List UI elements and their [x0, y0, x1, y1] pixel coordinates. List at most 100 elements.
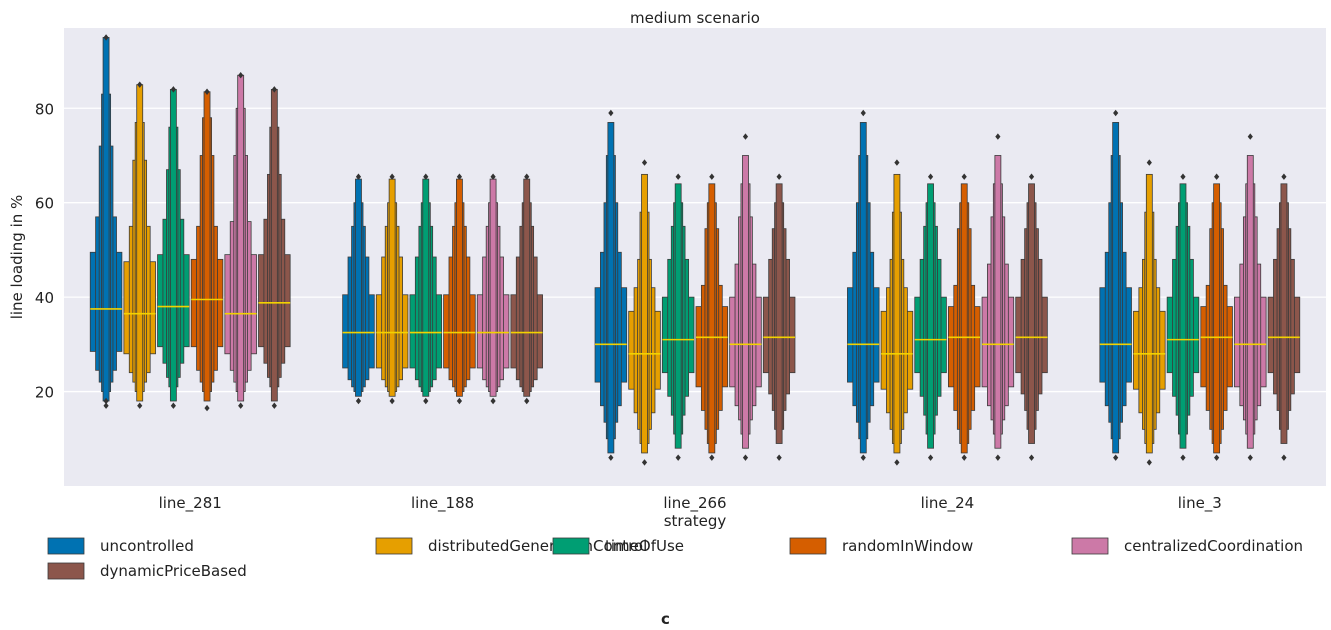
- box-level: [1028, 183, 1035, 444]
- legend-item: timeOfUse: [552, 537, 684, 555]
- outlier-point: [927, 454, 934, 461]
- outlier-point: [524, 397, 530, 405]
- outlier-point: [1281, 173, 1287, 180]
- legend-label: centralizedCoordination: [1124, 537, 1303, 555]
- x-axis-label: strategy: [664, 512, 727, 530]
- box-level: [674, 183, 682, 449]
- outlier-point: [1214, 454, 1220, 461]
- legend-item: dynamicPriceBased: [47, 562, 247, 580]
- outlier-point: [389, 173, 395, 180]
- legend-swatch: [1071, 537, 1109, 555]
- outlier-point: [389, 397, 395, 405]
- box-group: [762, 173, 796, 461]
- outlier-point: [1180, 454, 1186, 461]
- outlier-point: [742, 133, 749, 140]
- chart-title: medium scenario: [630, 9, 760, 27]
- x-tick-label: line_3: [1178, 494, 1222, 513]
- legend-label: distributedGenerationControl: [428, 537, 647, 555]
- box-level: [422, 178, 430, 397]
- legend-item: uncontrolled: [47, 537, 194, 555]
- y-axis-label: line loading in %: [8, 195, 26, 320]
- outlier-point: [1180, 173, 1186, 180]
- legend-swatch: [789, 537, 827, 555]
- box-group: [1234, 133, 1267, 461]
- outlier-point: [423, 173, 429, 180]
- box-group: [89, 34, 123, 409]
- legend-label: uncontrolled: [100, 537, 194, 555]
- box-level: [136, 84, 144, 402]
- outlier-point: [137, 81, 143, 88]
- box-level: [489, 178, 497, 397]
- outlier-point: [456, 397, 463, 405]
- box-group: [224, 72, 257, 409]
- outlier-point: [204, 404, 210, 412]
- legend-swatch: [47, 537, 85, 555]
- box-level: [775, 183, 783, 444]
- outlier-point: [709, 454, 715, 461]
- outlier-point: [894, 159, 900, 166]
- outlier-point: [271, 402, 277, 409]
- y-tick-labels: 20 40 60 80: [35, 100, 54, 401]
- outlier-point: [641, 459, 648, 466]
- outlier-point: [995, 133, 1001, 140]
- outlier-point: [137, 402, 143, 409]
- legend-label: randomInWindow: [842, 537, 973, 555]
- box-level: [960, 183, 968, 454]
- box-group: [342, 173, 375, 405]
- outlier-point: [271, 86, 277, 93]
- outlier-point: [961, 173, 967, 180]
- box-level: [708, 183, 716, 454]
- legend-item: centralizedCoordination: [1071, 537, 1303, 555]
- x-tick-label: line_266: [663, 494, 726, 513]
- legend-label: dynamicPriceBased: [100, 562, 247, 580]
- box-group: [1166, 173, 1200, 461]
- legend-swatch: [375, 537, 413, 555]
- outlier-point: [1113, 454, 1119, 461]
- y-tick-label: 20: [35, 384, 54, 402]
- box-level: [523, 178, 531, 397]
- legend-label: timeOfUse: [605, 537, 684, 555]
- x-tick-label: line_24: [921, 494, 975, 513]
- legend-swatch: [552, 537, 590, 555]
- outlier-point: [608, 454, 614, 461]
- box-group: [190, 88, 224, 412]
- legend-swatch: [47, 562, 85, 580]
- legend-item: randomInWindow: [789, 537, 973, 555]
- outlier-point: [776, 454, 782, 461]
- outlier-point: [204, 88, 210, 95]
- outlier-point: [355, 173, 362, 180]
- outlier-point: [1247, 133, 1253, 140]
- outlier-point: [423, 397, 429, 405]
- box-group: [1267, 173, 1301, 461]
- box-level: [859, 122, 867, 454]
- box-group: [476, 173, 510, 405]
- outlier-point: [1028, 454, 1035, 461]
- box-group: [510, 173, 543, 405]
- box-group: [1099, 109, 1132, 461]
- outlier-point: [490, 173, 496, 180]
- outlier-point: [1146, 159, 1152, 166]
- outlier-point: [1214, 173, 1220, 180]
- box-level: [237, 74, 245, 402]
- outlier-point: [641, 159, 648, 166]
- box-level: [102, 37, 110, 402]
- y-tick-label: 80: [35, 100, 54, 118]
- y-tick-label: 40: [35, 289, 54, 307]
- box-group: [880, 159, 914, 466]
- outlier-point: [860, 109, 866, 117]
- box-group: [914, 173, 947, 461]
- box-group: [1133, 159, 1166, 466]
- outlier-point: [675, 173, 681, 180]
- box-group: [1200, 173, 1233, 461]
- box-group: [258, 86, 291, 409]
- box-group: [157, 86, 190, 409]
- outlier-point: [238, 402, 244, 409]
- box-group: [948, 173, 981, 461]
- outlier-point: [1146, 459, 1152, 466]
- outlier-point: [1281, 454, 1287, 461]
- box-group: [847, 109, 880, 461]
- outlier-point: [1028, 173, 1035, 180]
- box-level: [607, 122, 615, 454]
- outlier-point: [456, 173, 463, 180]
